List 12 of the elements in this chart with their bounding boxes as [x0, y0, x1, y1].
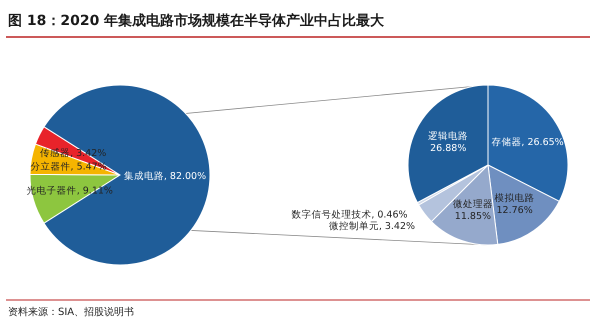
data-label: 12.76% [496, 204, 533, 216]
slice-label: 微处理器 [452, 198, 493, 210]
slice-label: 数字信号处理技术, 0.46% [291, 208, 408, 221]
chart-title: 图 18：2020 年集成电路市场规模在半导体产业中占比最大 [8, 12, 386, 29]
slice-label: 集成电路, 82.00% [124, 170, 206, 182]
slice-label: 存储器, 26.65% [491, 136, 564, 148]
data-label: 26.88% [430, 143, 466, 154]
slice-label: 模拟电路 [494, 192, 535, 204]
slice-label: 逻辑电路 [428, 130, 468, 142]
data-label: 11.85% [454, 210, 492, 222]
slice-label: 微控制单元, 3.42% [328, 220, 416, 232]
text: 资料来源：SIA、招股说明书 [8, 306, 134, 318]
